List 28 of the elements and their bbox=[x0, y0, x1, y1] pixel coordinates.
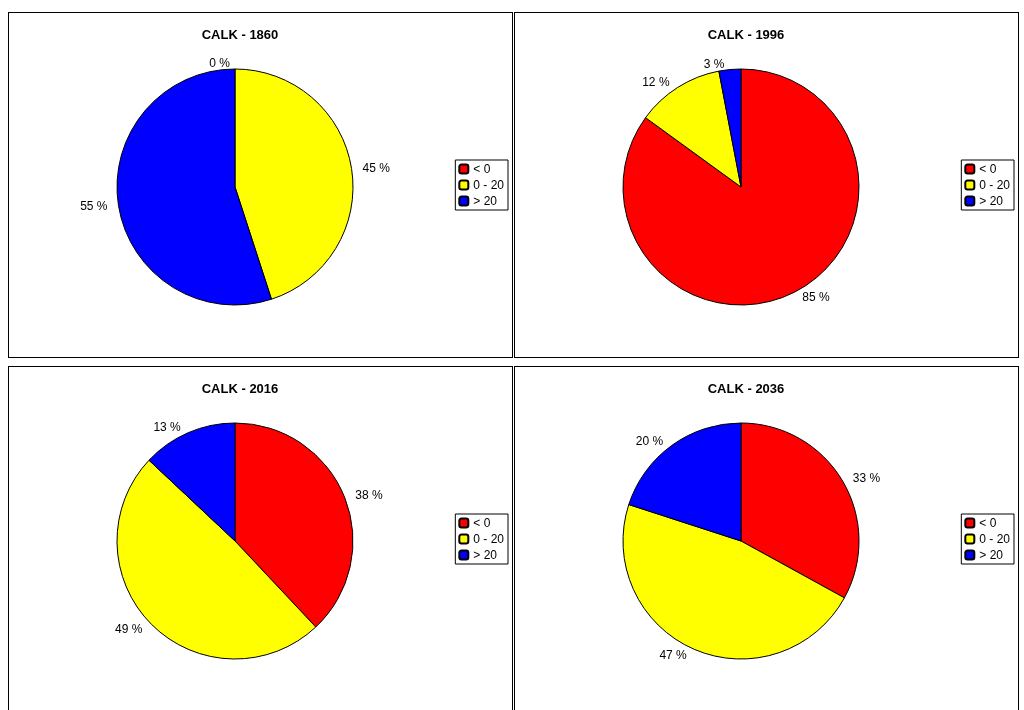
legend-label: 0 - 20 bbox=[473, 532, 505, 546]
legend-label: < 0 bbox=[473, 516, 491, 530]
legend-label: > 20 bbox=[473, 548, 498, 562]
data-label: 3 % bbox=[703, 56, 725, 71]
legend-label: 0 - 20 bbox=[979, 532, 1011, 546]
data-label: 55 % bbox=[80, 199, 108, 214]
data-label: 45 % bbox=[362, 160, 391, 175]
legend-label: > 20 bbox=[473, 194, 498, 208]
legend-label: > 20 bbox=[979, 194, 1004, 208]
data-label: 38 % bbox=[355, 488, 383, 503]
legend-label: 0 - 20 bbox=[473, 178, 505, 192]
data-label: 20 % bbox=[635, 433, 664, 448]
legend-label: < 0 bbox=[979, 516, 997, 530]
data-label: 33 % bbox=[852, 470, 881, 485]
data-label: 47 % bbox=[659, 647, 688, 662]
legend-label: > 20 bbox=[979, 548, 1004, 562]
legend-label: < 0 bbox=[473, 162, 491, 176]
text: 0 % bbox=[209, 56, 230, 70]
chart-title: CALK - 2036 bbox=[707, 381, 785, 396]
chart-title: CALK - 1996 bbox=[707, 27, 785, 42]
data-label: 13 % bbox=[153, 420, 182, 435]
chart-title: CALK - 2016 bbox=[201, 381, 279, 396]
data-label: 49 % bbox=[114, 621, 143, 636]
data-label: 85 % bbox=[802, 290, 830, 305]
legend-label: 0 - 20 bbox=[979, 178, 1011, 192]
chart-title: CALK - 1860 bbox=[201, 27, 279, 42]
legend-label: < 0 bbox=[979, 162, 997, 176]
data-label: 12 % bbox=[642, 75, 670, 90]
